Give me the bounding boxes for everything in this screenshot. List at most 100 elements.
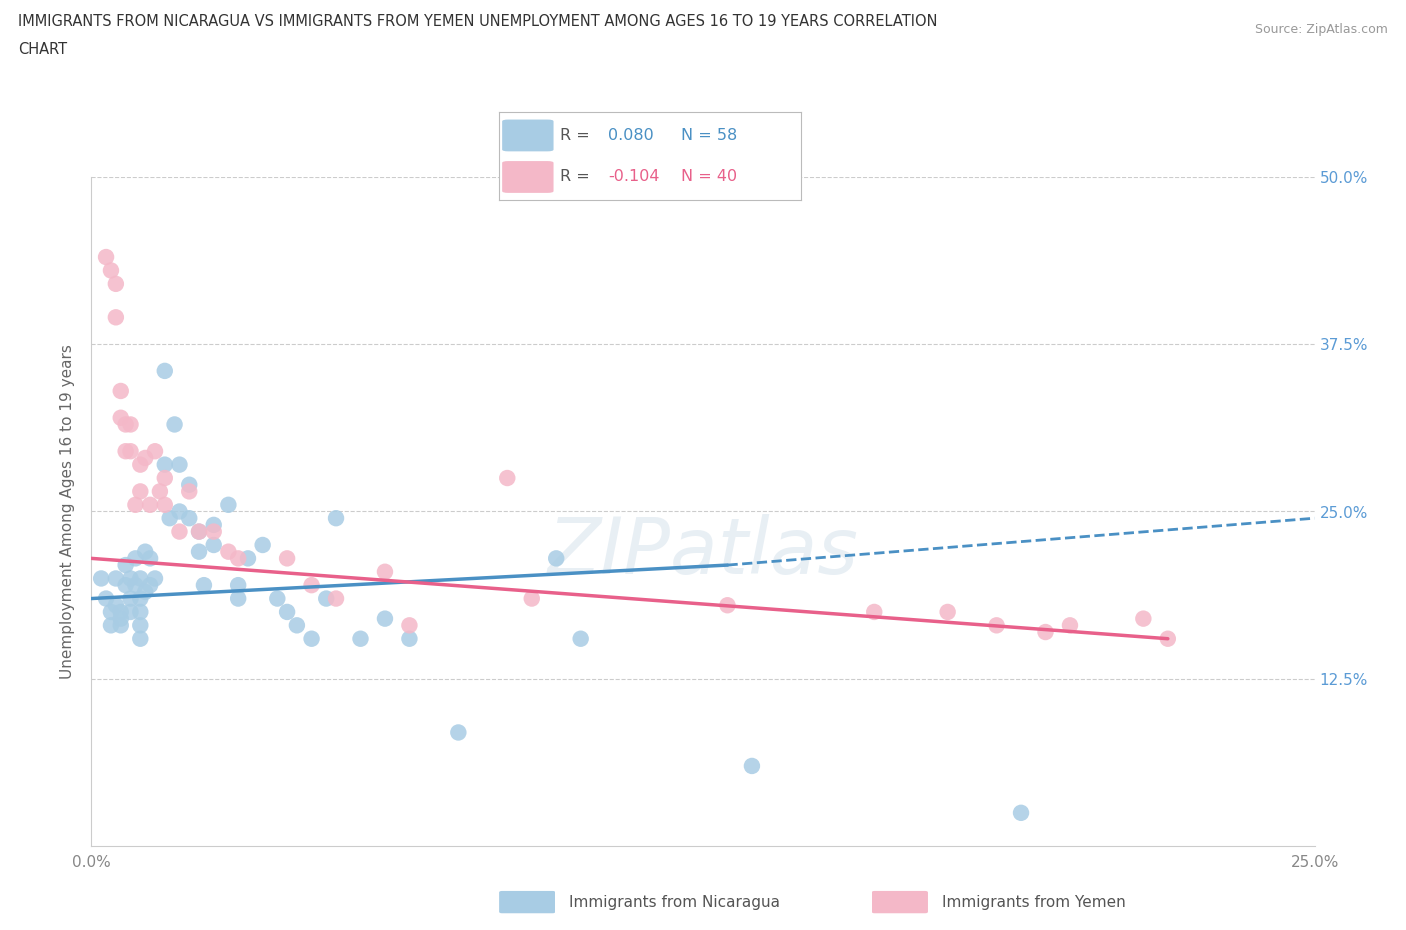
Text: 0.080: 0.080: [607, 128, 654, 143]
Point: [496, 471, 519, 485]
Point: [986, 618, 1008, 632]
Point: [398, 618, 420, 632]
Point: [129, 631, 152, 646]
Point: [1035, 625, 1057, 640]
Point: [398, 631, 420, 646]
Point: [114, 578, 136, 592]
Point: [1059, 618, 1081, 632]
FancyBboxPatch shape: [502, 120, 554, 152]
Point: [120, 417, 142, 432]
Text: Immigrants from Nicaragua: Immigrants from Nicaragua: [569, 895, 780, 910]
Text: IMMIGRANTS FROM NICARAGUA VS IMMIGRANTS FROM YEMEN UNEMPLOYMENT AMONG AGES 16 TO: IMMIGRANTS FROM NICARAGUA VS IMMIGRANTS …: [18, 14, 938, 29]
Point: [104, 571, 127, 586]
Point: [325, 591, 347, 606]
Point: [520, 591, 543, 606]
Y-axis label: Unemployment Among Ages 16 to 19 years: Unemployment Among Ages 16 to 19 years: [60, 344, 76, 679]
Point: [285, 618, 308, 632]
Point: [143, 444, 166, 458]
Point: [124, 498, 146, 512]
Point: [374, 565, 396, 579]
Point: [129, 604, 152, 619]
FancyBboxPatch shape: [502, 161, 554, 193]
Point: [193, 578, 215, 592]
Text: Source: ZipAtlas.com: Source: ZipAtlas.com: [1254, 23, 1388, 36]
Point: [153, 471, 176, 485]
Point: [149, 484, 172, 498]
Point: [236, 551, 259, 565]
Point: [169, 458, 191, 472]
Point: [110, 611, 132, 626]
Point: [716, 598, 738, 613]
Point: [129, 484, 152, 498]
Point: [129, 591, 152, 606]
Point: [188, 525, 211, 539]
Point: [569, 631, 592, 646]
Text: ZIPatlas: ZIPatlas: [547, 513, 859, 590]
Point: [169, 525, 191, 539]
Point: [134, 584, 156, 599]
Point: [936, 604, 959, 619]
Point: [1132, 611, 1154, 626]
Point: [100, 618, 122, 632]
Point: [217, 498, 239, 512]
Point: [1157, 631, 1180, 646]
Point: [94, 249, 117, 264]
Point: [1010, 805, 1032, 820]
Point: [114, 417, 136, 432]
Point: [188, 544, 211, 559]
Point: [349, 631, 371, 646]
Point: [139, 551, 162, 565]
Point: [226, 578, 249, 592]
Point: [325, 511, 347, 525]
Point: [120, 444, 142, 458]
Point: [139, 578, 162, 592]
Point: [179, 484, 201, 498]
Point: [143, 571, 166, 586]
Point: [447, 725, 470, 740]
Point: [179, 511, 201, 525]
Point: [90, 571, 112, 586]
FancyBboxPatch shape: [872, 891, 928, 913]
Point: [217, 544, 239, 559]
Point: [104, 276, 127, 291]
Point: [276, 551, 298, 565]
Text: -0.104: -0.104: [607, 169, 659, 184]
Point: [301, 578, 323, 592]
FancyBboxPatch shape: [499, 891, 555, 913]
Point: [153, 498, 176, 512]
Point: [129, 618, 152, 632]
Point: [110, 383, 132, 398]
Point: [124, 551, 146, 565]
Point: [202, 525, 225, 539]
Text: R =: R =: [560, 169, 595, 184]
Text: R =: R =: [560, 128, 595, 143]
Text: CHART: CHART: [18, 42, 67, 57]
Point: [124, 578, 146, 592]
Point: [110, 410, 132, 425]
Point: [153, 458, 176, 472]
Point: [110, 618, 132, 632]
Text: N = 58: N = 58: [681, 128, 737, 143]
Point: [134, 450, 156, 465]
Point: [139, 498, 162, 512]
Point: [120, 571, 142, 586]
Point: [134, 544, 156, 559]
Point: [100, 263, 122, 278]
Point: [163, 417, 186, 432]
Point: [252, 538, 274, 552]
Point: [546, 551, 568, 565]
Point: [114, 444, 136, 458]
Point: [226, 551, 249, 565]
Point: [159, 511, 181, 525]
Point: [188, 525, 211, 539]
Point: [169, 504, 191, 519]
Point: [153, 364, 176, 379]
Point: [129, 458, 152, 472]
Text: Immigrants from Yemen: Immigrants from Yemen: [942, 895, 1126, 910]
Text: N = 40: N = 40: [681, 169, 737, 184]
Point: [129, 571, 152, 586]
Point: [202, 517, 225, 532]
Point: [179, 477, 201, 492]
Point: [202, 538, 225, 552]
Point: [266, 591, 288, 606]
